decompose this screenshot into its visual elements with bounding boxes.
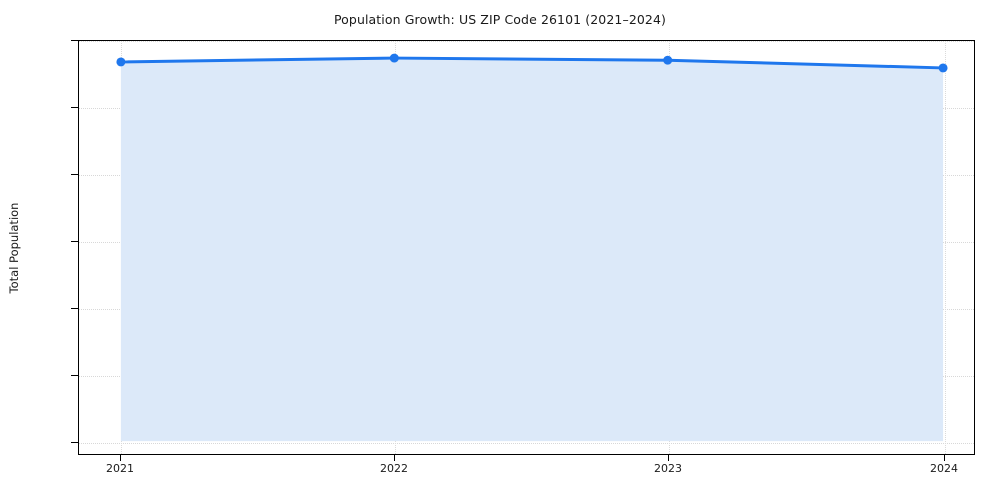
- y-axis-tick-mark: [71, 308, 78, 309]
- gridline-vertical: [945, 41, 946, 454]
- chart-title: Population Growth: US ZIP Code 26101 (20…: [333, 12, 667, 27]
- x-axis-tick-mark: [394, 455, 395, 461]
- area-fill-total-population: [120, 58, 944, 442]
- gridline-horizontal: [79, 41, 974, 42]
- data-point-markers: [116, 53, 948, 73]
- y-axis-label: Total Population: [7, 202, 21, 294]
- x-axis-tick-mark: [120, 455, 121, 461]
- plot-area: [78, 40, 975, 455]
- y-axis-tick-mark: [71, 174, 78, 175]
- y-axis-tick-mark: [71, 241, 78, 242]
- x-axis-tick-label: 2023: [654, 462, 682, 475]
- series-canvas: [116, 53, 948, 442]
- x-axis-tick-label: 2021: [106, 462, 134, 475]
- data-point-marker: [938, 63, 948, 73]
- x-axis-tick-label: 2022: [380, 462, 408, 475]
- data-point-marker: [389, 53, 399, 63]
- y-axis-tick-mark: [71, 107, 78, 108]
- line-series-total-population: [119, 56, 945, 70]
- gridline-horizontal: [79, 443, 974, 444]
- x-axis-tick-mark: [668, 455, 669, 461]
- data-point-marker: [663, 55, 673, 65]
- x-axis-tick-mark: [944, 455, 945, 461]
- y-axis-tick-mark: [71, 442, 78, 443]
- y-axis-tick-mark: [71, 375, 78, 376]
- x-axis-tick-label: 2024: [930, 462, 958, 475]
- data-point-marker: [116, 57, 126, 67]
- y-axis-tick-mark: [71, 40, 78, 41]
